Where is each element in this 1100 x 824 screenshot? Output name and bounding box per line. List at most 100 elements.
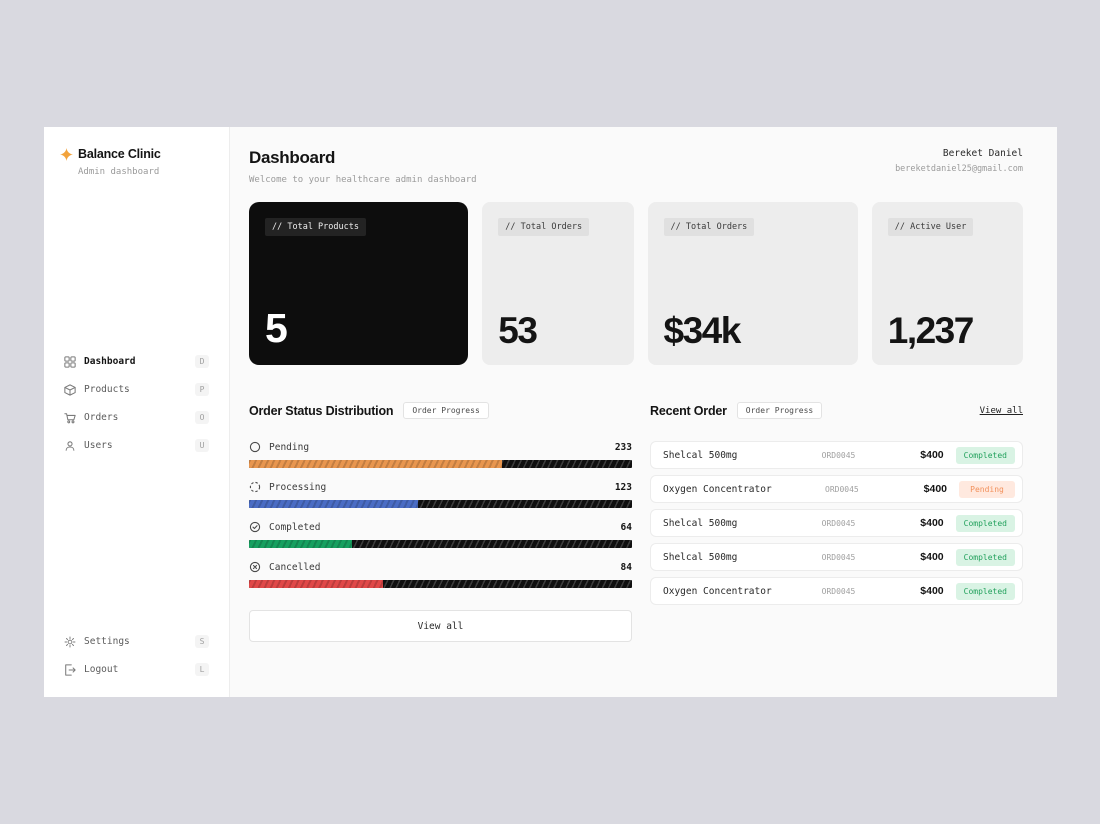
order-price: $400 <box>920 517 944 529</box>
logout-icon <box>64 663 76 676</box>
status-label: Pending <box>269 441 310 453</box>
stat-label: // Total Products <box>265 218 366 236</box>
x-circle-icon <box>249 561 261 573</box>
processing-progress-bar <box>249 500 632 508</box>
stat-label: // Total Orders <box>663 218 755 236</box>
order-name: Shelcal 500mg <box>663 517 738 529</box>
stat-card-revenue: // Total Orders $34k <box>647 202 858 365</box>
status-value: 123 <box>614 481 632 493</box>
sidebar-item-users[interactable]: Users U <box>58 434 215 457</box>
order-progress-badge: Order Progress <box>403 402 489 419</box>
view-all-link[interactable]: View all <box>979 405 1023 416</box>
status-badge: Completed <box>955 582 1015 600</box>
order-progress-badge: Order Progress <box>736 402 823 419</box>
order-row[interactable]: Oxygen Concentrator ORD0045 $400 Pending <box>650 475 1023 503</box>
nav-label: Users <box>84 440 113 451</box>
status-value: 84 <box>620 561 632 573</box>
page-header: Dashboard Welcome to your healthcare adm… <box>249 148 1023 185</box>
status-item-pending: Pending 233 <box>249 441 632 468</box>
section-title: Order Status Distribution <box>249 403 394 418</box>
gear-icon <box>64 636 76 648</box>
stat-value: 53 <box>498 310 538 351</box>
status-badge: Pending <box>959 480 1015 498</box>
pending-progress-bar <box>249 460 632 468</box>
page-subtitle: Welcome to your healthcare admin dashboa… <box>249 175 477 185</box>
user-info: Bereket Daniel bereketdaniel25@gmail.com <box>895 148 1023 174</box>
order-id: ORD0045 <box>821 552 856 562</box>
order-id: ORD0045 <box>821 450 856 460</box>
sidebar-item-settings[interactable]: Settings S <box>58 630 215 653</box>
nav-label: Dashboard <box>84 356 136 367</box>
order-id: ORD0045 <box>825 484 859 494</box>
order-name: Oxygen Concentrator <box>663 483 772 495</box>
shortcut-key: O <box>195 411 209 424</box>
dashboard-icon <box>64 355 76 368</box>
order-row[interactable]: Shelcal 500mg ORD0045 $400 Completed <box>650 509 1023 537</box>
sidebar-footer: Settings S Logout L <box>58 630 215 681</box>
order-row[interactable]: Shelcal 500mg ORD0045 $400 Completed <box>650 441 1023 469</box>
stats-row: // Total Products 5 // Total Orders 53 /… <box>249 202 1023 365</box>
status-value: 233 <box>614 441 632 453</box>
order-id: ORD0045 <box>821 586 856 596</box>
check-circle-icon <box>249 521 261 533</box>
shortcut-key: L <box>195 663 209 676</box>
processing-spinner-icon <box>249 481 261 493</box>
sidebar-nav: Dashboard D Products P Orders O <box>58 350 215 457</box>
nav-label: Settings <box>84 636 130 647</box>
status-label: Processing <box>269 481 327 493</box>
recent-orders-section: Recent Order Order Progress View all She… <box>650 402 1023 611</box>
brand-logo-icon <box>60 147 73 161</box>
order-row[interactable]: Oxygen Concentrator ORD0045 $400 Complet… <box>650 577 1023 605</box>
order-name: Shelcal 500mg <box>663 449 738 461</box>
user-name: Bereket Daniel <box>942 148 1023 159</box>
order-status-section: Order Status Distribution Order Progress… <box>249 402 632 642</box>
stat-label: // Active User <box>887 218 974 236</box>
brand-name: Balance Clinic <box>78 147 161 161</box>
main-content: Dashboard Welcome to your healthcare adm… <box>230 127 1057 697</box>
stat-value: $34k <box>663 310 742 351</box>
shortcut-key: P <box>195 383 209 396</box>
order-price: $400 <box>920 585 944 597</box>
nav-label: Logout <box>84 664 119 675</box>
order-row[interactable]: Shelcal 500mg ORD0045 $400 Completed <box>650 543 1023 571</box>
sidebar-item-products[interactable]: Products P <box>58 378 215 401</box>
cancelled-progress-bar <box>249 580 632 588</box>
order-price: $400 <box>920 551 944 563</box>
cart-icon <box>64 412 76 424</box>
nav-label: Products <box>84 384 130 395</box>
status-item-completed: Completed 64 <box>249 521 632 548</box>
section-title: Recent Order <box>650 403 727 418</box>
brand-subtitle: Admin dashboard <box>78 167 160 177</box>
brand: Balance Clinic Admin dashboard <box>58 147 215 177</box>
pending-circle-icon <box>249 441 261 453</box>
stat-card-total-products: // Total Products 5 <box>249 202 469 365</box>
status-label: Completed <box>269 521 321 533</box>
stat-value: 5 <box>265 305 288 351</box>
status-badge: Completed <box>955 514 1015 532</box>
sidebar-item-logout[interactable]: Logout L <box>58 658 215 681</box>
order-price: $400 <box>920 449 944 461</box>
stat-card-total-orders: // Total Orders 53 <box>482 202 634 365</box>
app-window: Balance Clinic Admin dashboard Dashboard… <box>44 127 1057 697</box>
sidebar: Balance Clinic Admin dashboard Dashboard… <box>44 127 230 697</box>
view-all-button[interactable]: View all <box>249 610 632 642</box>
nav-label: Orders <box>84 412 119 423</box>
status-badge: Completed <box>955 548 1015 566</box>
users-icon <box>64 440 76 452</box>
order-id: ORD0045 <box>821 518 856 528</box>
shortcut-key: S <box>195 635 209 648</box>
order-price: $400 <box>923 483 947 495</box>
order-name: Shelcal 500mg <box>663 551 738 563</box>
page-title: Dashboard <box>249 148 336 167</box>
status-item-processing: Processing 123 <box>249 481 632 508</box>
status-item-cancelled: Cancelled 84 <box>249 561 632 588</box>
package-icon <box>64 383 76 396</box>
order-name: Oxygen Concentrator <box>663 585 772 597</box>
sidebar-item-dashboard[interactable]: Dashboard D <box>58 350 215 373</box>
status-label: Cancelled <box>269 561 321 573</box>
stat-label: // Total Orders <box>498 218 590 236</box>
orders-list: Shelcal 500mg ORD0045 $400 Completed Oxy… <box>650 441 1023 605</box>
user-email: bereketdaniel25@gmail.com <box>895 164 1023 174</box>
stat-value: 1,237 <box>887 310 975 351</box>
sidebar-item-orders[interactable]: Orders O <box>58 406 215 429</box>
